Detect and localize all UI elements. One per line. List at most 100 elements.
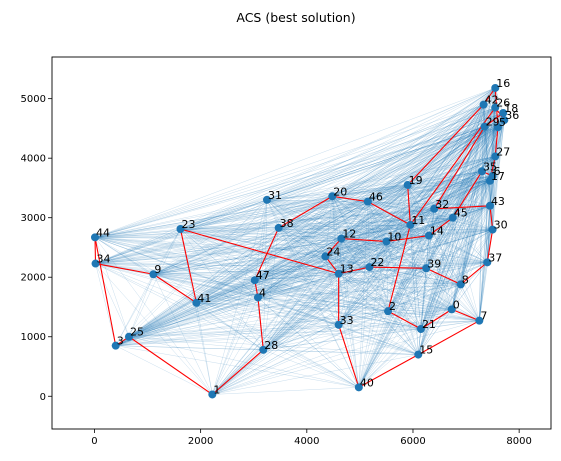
pheromone-edge (410, 208, 435, 225)
pheromone-edge (212, 328, 421, 395)
pheromone-edge (410, 224, 480, 321)
pheromone-edge (95, 263, 389, 312)
city-label: 7 (480, 310, 487, 323)
pheromone-edge (263, 235, 430, 350)
pheromone-edge (410, 224, 422, 330)
pheromone-edge (407, 184, 488, 263)
pheromone-edge (386, 217, 453, 242)
pheromone-edge (196, 156, 496, 303)
pheromone-edge (338, 224, 411, 325)
pheromone-edge (369, 112, 504, 268)
pheromone-edge (407, 156, 496, 186)
pheromone-edge (341, 104, 484, 239)
pheromone-edge (387, 126, 485, 312)
pheromone-edge (212, 320, 480, 395)
pheromone-edge (426, 120, 505, 269)
pheromone-edge (115, 310, 389, 346)
pheromone-edge (338, 217, 453, 325)
pheromone-edge (94, 205, 490, 238)
pheromone-edge (263, 208, 435, 350)
pheromone-edge (180, 127, 498, 230)
pheromone-edge (418, 235, 430, 355)
pheromone-edge (387, 107, 496, 312)
tour-edge (94, 237, 117, 346)
pheromone-edge (332, 87, 496, 197)
city-point (250, 276, 259, 285)
city-label: 30 (494, 219, 508, 232)
city-label: 33 (340, 314, 354, 327)
pheromone-edge (387, 175, 493, 312)
pheromone-edge (180, 227, 279, 230)
pheromone-edge (94, 235, 429, 238)
pheromone-edge (369, 266, 452, 310)
pheromone-edge (94, 237, 427, 269)
pheromone-edge (212, 280, 255, 395)
pheromone-edge (196, 302, 421, 330)
pheromone-edge (452, 205, 491, 218)
pheromone-edge (338, 268, 427, 325)
pheromone-edge (180, 107, 496, 230)
city-label: 37 (488, 251, 502, 264)
pheromone-edge (418, 284, 461, 355)
city-label: 12 (342, 228, 356, 241)
pheromone-edge (487, 180, 491, 263)
pheromone-edge (115, 324, 339, 346)
chart-title: ACS (best solution) (236, 10, 355, 25)
pheromone-edge (426, 87, 496, 269)
pheromone-edge (418, 120, 505, 355)
pheromone-edge (180, 228, 480, 321)
pheromone-edge (367, 201, 389, 312)
pheromone-edge (420, 107, 496, 330)
pheromone-edge (263, 262, 488, 351)
pheromone-edge (95, 127, 498, 264)
city-point (384, 307, 393, 316)
pheromone-edge (128, 156, 496, 337)
pheromone-edge (426, 217, 453, 269)
x-tick-label: 6000 (400, 436, 425, 447)
pheromone-edge (367, 201, 422, 330)
pheromone-edge (338, 284, 461, 326)
pheromone-edge (94, 237, 461, 285)
pheromone-edge (180, 228, 359, 388)
pheromone-edge (263, 87, 496, 350)
pheromone-edge (407, 119, 505, 186)
pheromone-edge (420, 120, 505, 330)
pheromone-edge (153, 196, 333, 275)
pheromone-edge (483, 104, 491, 181)
pheromone-edge (257, 238, 342, 298)
pheromone-edge (420, 175, 493, 330)
pheromone-edge (266, 199, 339, 274)
pheromone-edge (325, 256, 452, 310)
pheromone-edge (254, 171, 483, 281)
city-point (483, 258, 492, 267)
pheromone-edge (263, 328, 421, 351)
pheromone-edge (358, 120, 505, 388)
pheromone-edge (153, 156, 496, 275)
pheromone-edge (180, 119, 505, 230)
pheromone-edge (254, 199, 268, 281)
pheromone-edge (367, 201, 461, 285)
pheromone-edge (332, 180, 490, 197)
pheromone-edge (426, 112, 504, 269)
pheromone-edge (115, 171, 483, 346)
city-label: 4 (259, 286, 266, 299)
pheromone-edge (341, 217, 453, 239)
pheromone-edge (94, 201, 368, 238)
pheromone-edge (460, 175, 493, 285)
pheromone-edge (266, 199, 427, 269)
city-point (90, 233, 99, 242)
pheromone-edge (428, 235, 480, 321)
pheromone-edge (180, 228, 429, 236)
tour-edge (128, 336, 213, 395)
pheromone-edge (358, 229, 493, 388)
pheromone-edge (95, 262, 488, 264)
pheromone-edge (95, 175, 493, 264)
pheromone-edge (407, 107, 496, 186)
pheromone-edge (94, 237, 370, 268)
pheromone-edge (95, 224, 411, 264)
pheromone-edge (94, 229, 493, 238)
pheromone-edge (492, 120, 505, 230)
pheromone-edge (266, 199, 411, 226)
pheromone-edge (369, 217, 453, 268)
